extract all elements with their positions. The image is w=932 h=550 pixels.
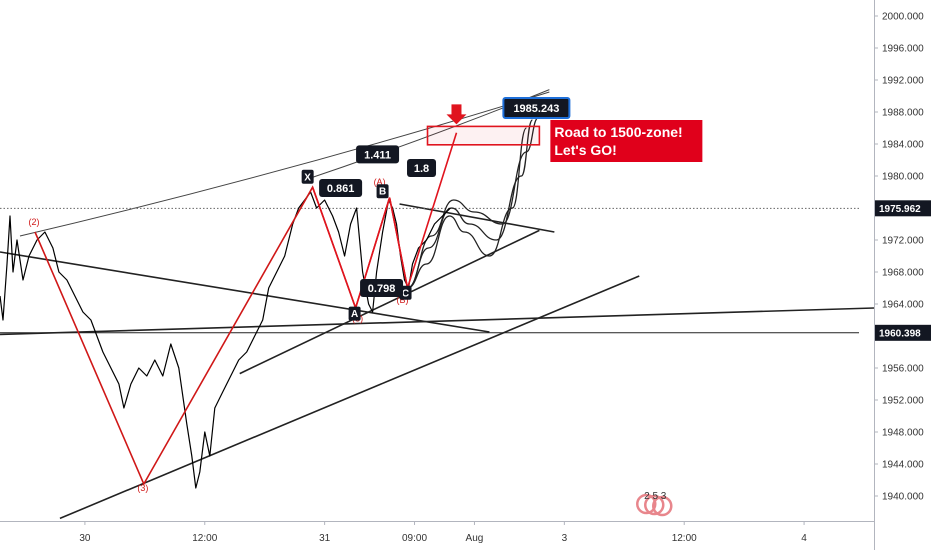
x-tick-label: 30 [79, 533, 91, 544]
x-tick-label: 4 [801, 533, 807, 544]
trendline[interactable] [59, 275, 640, 520]
time-axis-background [0, 521, 874, 550]
y-tick-label: 1952.000 [882, 396, 924, 407]
pattern-point-label: B [379, 187, 386, 198]
fib-ratio-badge [356, 145, 400, 164]
pattern-point-badge [376, 184, 389, 199]
watermark-ring [636, 493, 657, 515]
annotation-line: Road to 1500-zone! [554, 124, 682, 140]
x-tick-label: 12:00 [672, 533, 697, 544]
time-axis[interactable]: 30 12:00 31 09:00 Aug 3 12:00 4 [0, 521, 874, 550]
y-tick-label: 1992.000 [882, 76, 924, 87]
annotation-box[interactable] [550, 120, 703, 162]
fib-ratio-badge [360, 279, 404, 297]
price-axis-tag [875, 200, 931, 217]
fib-ratio-label: 0.798 [368, 283, 396, 295]
elliott-wave-path[interactable] [34, 185, 409, 486]
pattern-point-badge [301, 169, 314, 184]
drawing-tools[interactable] [0, 89, 875, 520]
wave-count-label: (3) [137, 483, 148, 493]
price-line [0, 191, 451, 489]
pattern-point-label: C [402, 288, 409, 299]
target-price-label: 1985.243 [513, 103, 559, 115]
target-price-badge[interactable] [502, 97, 571, 119]
pattern-point-label: A [351, 309, 358, 320]
annotation-line: Let's GO! [554, 142, 616, 158]
curved-trendline[interactable] [19, 91, 550, 237]
watermark-digits: 2 5 3 [644, 491, 667, 502]
y-tick-label: 1948.000 [882, 428, 924, 439]
harmonic-pattern-overlay[interactable] [311, 104, 541, 311]
y-tick-label: 1988.000 [882, 108, 924, 119]
x-tick-label: 3 [562, 533, 568, 544]
trendline[interactable] [399, 203, 555, 233]
watermark-logo: 2 5 3 [636, 491, 673, 517]
wave-count-label: (A) [374, 177, 386, 187]
y-tick-label: 1996.000 [882, 44, 924, 55]
y-tick-label: 1980.000 [882, 172, 924, 183]
x-tick-label: 09:00 [402, 533, 427, 544]
fib-ratio-label: 0.861 [327, 183, 355, 195]
fib-ratio-label: 1.411 [364, 149, 391, 161]
trendline[interactable] [0, 251, 490, 333]
y-tick-label: 1984.000 [882, 140, 924, 151]
fib-ratio-label: 1.8 [414, 163, 429, 175]
price-axis[interactable]: 1940.000 1944.000 1948.000 1952.000 1956.000… [874, 0, 932, 550]
y-tick-label: 1956.000 [882, 364, 924, 375]
wave-count-label: (2) [28, 217, 39, 227]
trendline[interactable] [0, 307, 875, 336]
price-axis-background [874, 0, 932, 550]
y-tick-label: 1972.000 [882, 236, 924, 247]
wave-count-label: (B) [397, 295, 409, 305]
watermark-ring [652, 495, 673, 517]
price-series [0, 191, 451, 489]
pattern-labels: (2)(3)(A)(5)(B)XABC0.8611.4111.80.798198… [28, 97, 571, 493]
y-tick-label: 1964.000 [882, 300, 924, 311]
down-arrow-icon [446, 104, 467, 125]
projection-path[interactable] [407, 119, 534, 289]
pattern-point-label: X [304, 172, 311, 183]
trendline[interactable] [239, 229, 540, 375]
price-axis-tag-label: 1960.398 [879, 328, 921, 339]
y-tick-label: 1940.000 [882, 492, 924, 503]
watermark-ring [644, 494, 665, 516]
projection-path[interactable] [407, 127, 528, 289]
x-tick-label: 12:00 [192, 533, 217, 544]
x-tick-label: 31 [319, 533, 331, 544]
y-tick-label: 1968.000 [882, 268, 924, 279]
x-tick-label: Aug [466, 533, 484, 544]
fib-ratio-badge [407, 159, 437, 177]
harmonic-xabcd-path[interactable] [311, 132, 458, 311]
fib-ratio-badge [319, 179, 363, 197]
projection-path[interactable] [407, 116, 539, 289]
y-tick-label: 2000.000 [882, 12, 924, 23]
pattern-point-badge [348, 306, 361, 321]
price-axis-tag-label: 1975.962 [879, 204, 921, 215]
price-axis-tag [875, 324, 931, 341]
elliott-wave-overlay[interactable] [34, 185, 409, 486]
target-zone-box[interactable] [426, 125, 541, 146]
y-tick-label: 1944.000 [882, 460, 924, 471]
text-annotation[interactable]: Road to 1500-zone! Let's GO! [550, 120, 703, 162]
